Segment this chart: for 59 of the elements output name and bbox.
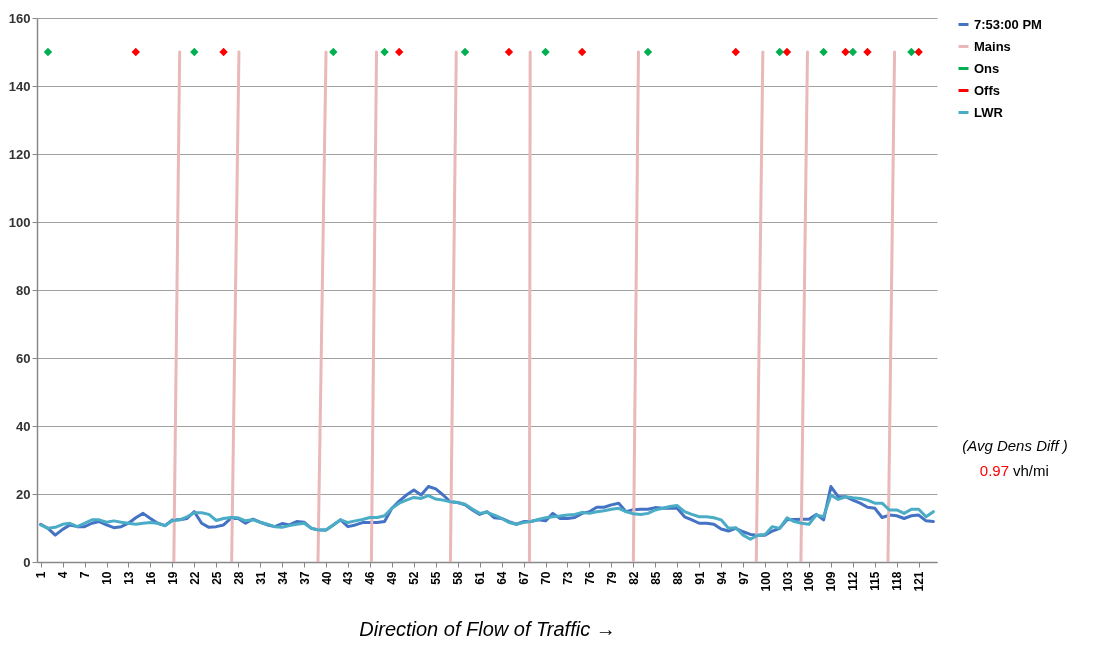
x-tick-label: 112	[846, 571, 861, 591]
x-tick-label: 64	[495, 571, 510, 585]
x-tick-label: 115	[868, 571, 883, 591]
text: (Avg Dens Diff )	[962, 437, 1068, 454]
legend-label: Ons	[974, 60, 1000, 76]
x-tick-label: 52	[407, 571, 422, 585]
x-tick-label: 94	[714, 571, 729, 585]
x-tick-label: 109	[824, 571, 839, 592]
x-tick-label: 55	[429, 571, 444, 585]
x-tick-label: 73	[560, 571, 575, 585]
x-tick-label: 28	[231, 571, 246, 585]
x-tick-label: 76	[582, 571, 597, 585]
x-tick-label: 13	[121, 571, 136, 585]
y-tick-label: 20	[16, 486, 31, 502]
x-tick-label: 58	[451, 571, 466, 585]
y-tick-label: 160	[8, 10, 31, 26]
x-tick-label: 100	[758, 571, 773, 592]
y-tick-label: 0	[23, 554, 31, 570]
x-tick-label: 97	[736, 571, 751, 585]
x-tick-label: 37	[297, 571, 312, 585]
x-tick-label: 34	[275, 571, 290, 585]
x-tick-label: 61	[473, 571, 488, 585]
x-tick-label: 19	[165, 571, 180, 585]
y-tick-label: 140	[8, 78, 31, 94]
text: 0.97 vh/mi	[979, 462, 1049, 479]
x-tick-label: 1	[34, 571, 49, 579]
x-tick-label: 85	[648, 571, 663, 585]
x-axis-title: Direction of Flow of Traffic →	[359, 617, 616, 640]
x-tick-label: 43	[341, 571, 356, 585]
legend-label: Offs	[974, 82, 1000, 98]
x-tick-label: 121	[912, 571, 927, 592]
x-tick-label: 22	[187, 571, 202, 585]
legend-label: 7:53:00 PM	[974, 16, 1042, 32]
y-tick-label: 100	[8, 214, 31, 230]
x-tick-label: 82	[626, 571, 641, 585]
x-tick-label: 49	[385, 571, 400, 585]
legend-label: Mains	[974, 38, 1011, 54]
x-tick-label: 40	[319, 571, 334, 585]
x-tick-label: 70	[539, 571, 554, 585]
y-tick-label: 80	[16, 282, 31, 298]
x-tick-label: 103	[780, 571, 795, 592]
x-tick-label: 46	[363, 571, 378, 585]
x-tick-label: 67	[517, 571, 532, 585]
x-tick-label: 79	[604, 571, 619, 585]
x-tick-label: 91	[692, 571, 707, 585]
x-tick-label: 106	[802, 571, 817, 592]
legend-label: LWR	[974, 104, 1004, 120]
x-tick-label: 7	[78, 571, 93, 579]
y-tick-label: 40	[16, 418, 31, 434]
x-tick-label: 4	[56, 571, 71, 579]
x-tick-label: 16	[143, 571, 158, 585]
x-tick-label: 118	[890, 571, 905, 591]
x-tick-label: 31	[253, 571, 268, 585]
y-tick-label: 60	[16, 350, 31, 366]
x-tick-label: 10	[100, 571, 115, 585]
y-tick-label: 120	[8, 146, 31, 162]
x-tick-label: 88	[670, 571, 685, 585]
line-series	[39, 493, 935, 541]
x-tick-label: 25	[209, 571, 224, 585]
